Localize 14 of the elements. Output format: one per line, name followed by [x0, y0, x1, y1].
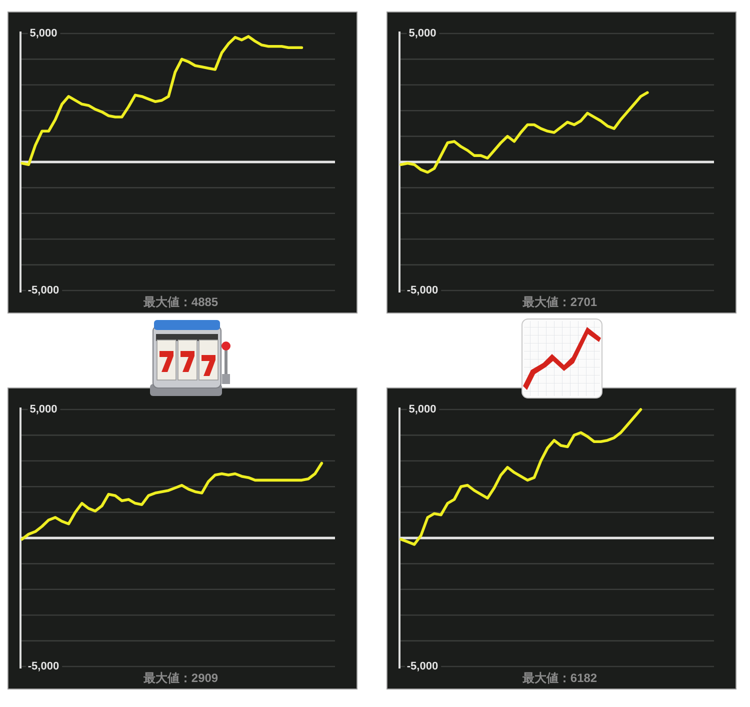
line-series [400, 91, 649, 174]
y-tick-label: -5,000 [406, 284, 438, 296]
y-tick-label: 5,000 [408, 28, 436, 40]
y-tick-label: -5,000 [28, 284, 60, 296]
text: 最大値：2701 [521, 295, 598, 309]
text: 最大値：4885 [142, 295, 218, 309]
text: 最大値：2909 [142, 671, 218, 685]
y-tick-label: -5,000 [28, 660, 60, 672]
y-tick-label: 5,000 [408, 404, 436, 416]
text: 最大値：6182 [521, 671, 598, 685]
y-tick-label: -5,000 [406, 660, 438, 672]
line-series [20, 462, 324, 541]
y-tick-label: 5,000 [30, 28, 58, 40]
y-tick-label: 5,000 [30, 404, 58, 416]
